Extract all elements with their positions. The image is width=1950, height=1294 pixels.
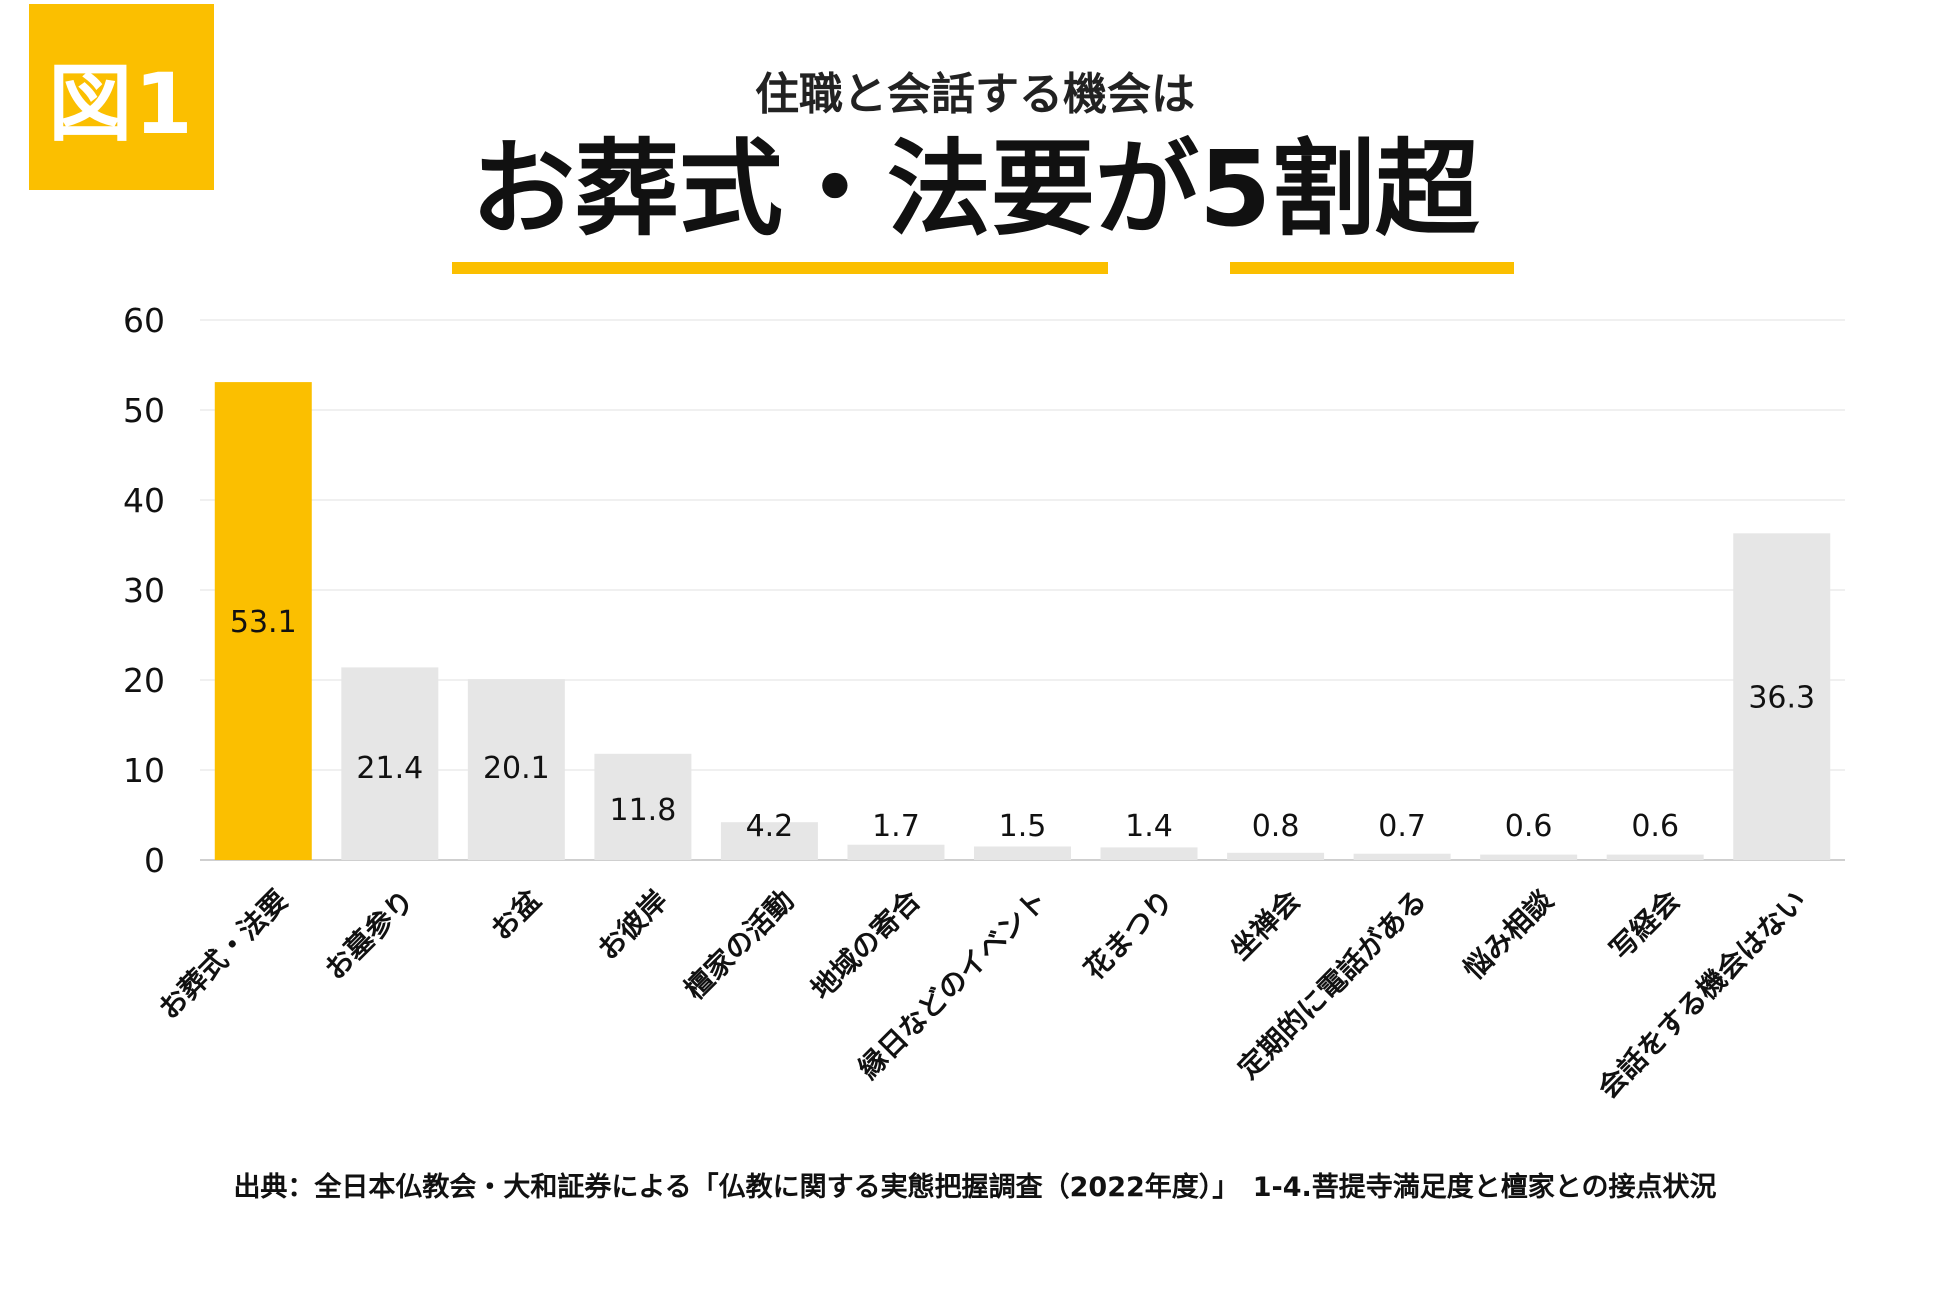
x-tick-label: 会話をする機会はない	[1591, 884, 1812, 1105]
x-tick-label: 坐禅会	[1224, 884, 1307, 967]
data-label: 20.1	[483, 751, 550, 786]
figure-badge: 図1	[29, 4, 214, 190]
y-tick-label: 20	[123, 661, 165, 700]
bar	[974, 846, 1071, 860]
bar	[341, 667, 439, 860]
data-label: 53.1	[230, 605, 297, 640]
bar	[1733, 533, 1831, 860]
data-labels: 53.1 21.4 20.1 11.8 4.2 1.7 1.5 1.4 0.8 0.7 0.6 0.6…	[230, 605, 1815, 844]
data-label: 11.8	[609, 793, 676, 828]
x-tick-label: 写経会	[1603, 884, 1686, 967]
bar	[1353, 853, 1451, 860]
x-tick-label: 花まつり	[1077, 884, 1180, 987]
bar	[214, 382, 312, 860]
x-tick-label: 地域の寄合	[805, 883, 928, 1006]
x-tick-label: 悩み相談	[1457, 883, 1560, 986]
data-label: 0.8	[1252, 809, 1300, 844]
bar	[1606, 854, 1704, 860]
x-tick-label: お墓参り	[318, 884, 421, 987]
data-label: 0.7	[1378, 809, 1426, 844]
bar	[594, 753, 692, 860]
data-label: 1.4	[1125, 809, 1173, 844]
grid-lines	[200, 319, 1845, 861]
x-tick-label: お盆	[484, 883, 548, 947]
data-label: 36.3	[1748, 681, 1815, 716]
y-tick-label: 30	[123, 571, 165, 610]
y-tick-label: 40	[123, 481, 165, 520]
source-note: 出典：全日本仏教会・大和証券による「仏教に関する実態把握調査（2022年度）」 …	[233, 1172, 1717, 1203]
y-tick-label: 10	[123, 751, 165, 790]
x-tick-label: 檀家の活動	[678, 884, 800, 1006]
x-tick-label: お彼岸	[591, 884, 674, 967]
data-label: 21.4	[356, 751, 423, 786]
data-label: 1.7	[872, 809, 920, 844]
y-tick-label: 0	[144, 841, 165, 880]
bar	[720, 822, 818, 860]
title-underline-right	[1230, 262, 1514, 274]
bar	[1100, 847, 1198, 860]
bar	[467, 679, 565, 860]
chart-subtitle: 住職と会話する機会は	[755, 69, 1195, 120]
y-axis-ticks: 0 10 20 30 40 50 60	[123, 301, 165, 880]
bar	[1227, 852, 1325, 860]
chart-title: お葬式・法要が5割超	[470, 128, 1480, 250]
title-underline-left	[452, 262, 1108, 274]
y-tick-label: 50	[123, 391, 165, 430]
data-label: 0.6	[1505, 809, 1553, 844]
data-label: 4.2	[746, 809, 794, 844]
y-tick-label: 60	[123, 301, 165, 340]
bar	[1480, 854, 1578, 860]
data-label: 0.6	[1631, 809, 1679, 844]
x-tick-label: お葬式・法要	[152, 884, 294, 1026]
bar	[847, 844, 945, 860]
data-label: 1.5	[999, 809, 1047, 844]
bars	[214, 382, 1831, 860]
